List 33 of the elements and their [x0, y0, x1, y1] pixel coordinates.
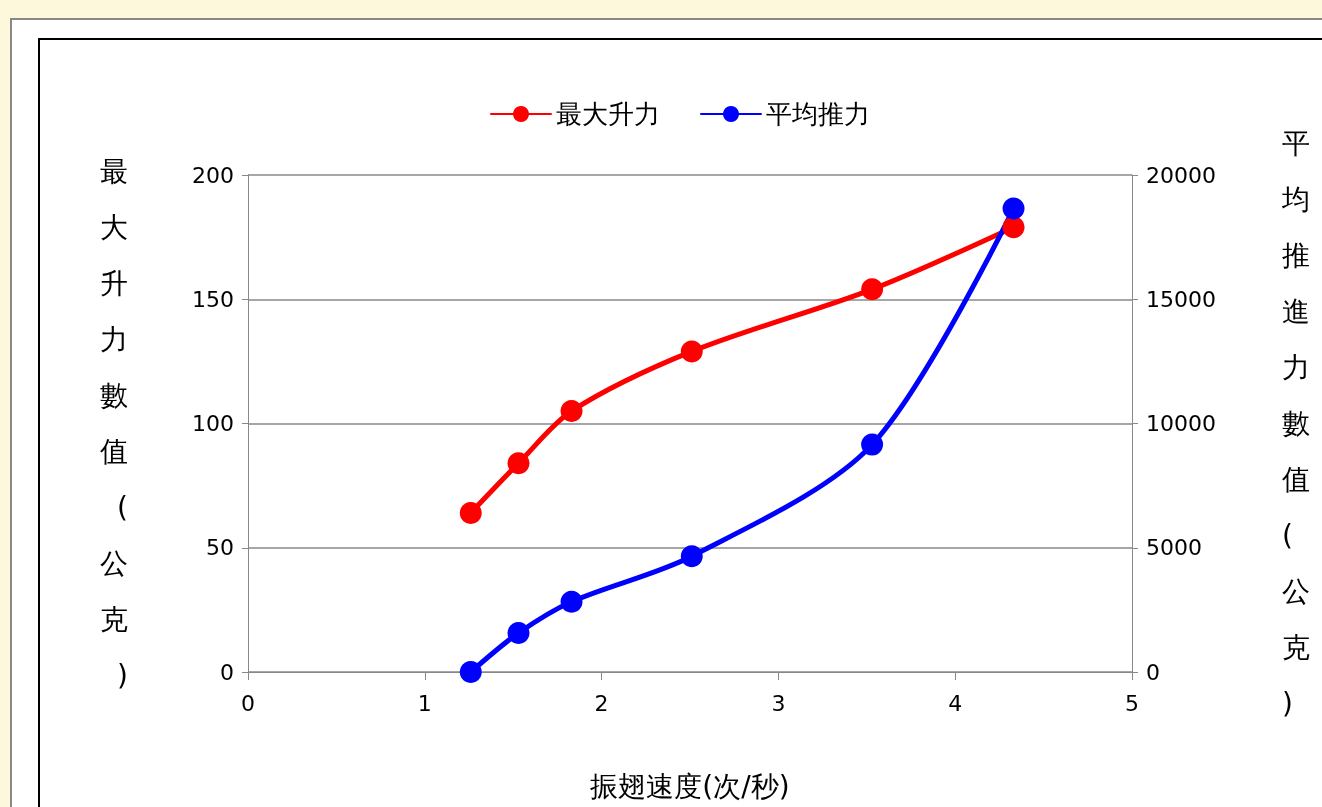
point [1002, 216, 1025, 239]
y-tick-label: 0 [220, 659, 234, 685]
point [680, 545, 703, 568]
point [861, 278, 884, 301]
point [680, 340, 703, 363]
y-tick-label: 50 [206, 535, 234, 561]
x-tick-label: 1 [417, 690, 432, 716]
x-tick-label: 3 [771, 690, 786, 716]
y2-tick-label: 0 [1146, 659, 1160, 685]
x-tick-label: 2 [594, 690, 609, 716]
point [861, 433, 884, 456]
point [459, 501, 482, 524]
text: 平均推進力數值(公克) [1282, 127, 1310, 720]
y-tick-label: 200 [192, 162, 234, 188]
point [560, 590, 583, 613]
point [507, 621, 530, 644]
point [560, 400, 583, 423]
point [459, 661, 482, 683]
y2-tick-label: 5000 [1146, 535, 1202, 561]
x-tick-label: 0 [241, 690, 255, 716]
y2-tick-label: 20000 [1146, 162, 1216, 188]
x-tick-label: 5 [1125, 690, 1139, 716]
point [1002, 197, 1025, 220]
y-tick-label: 150 [192, 286, 234, 312]
x-axis-title: 振翅速度(次/秒) [590, 769, 790, 803]
legend-label: 最大升力 [556, 99, 660, 129]
y2-tick-label: 15000 [1146, 286, 1216, 312]
y-tick-label: 100 [192, 411, 234, 436]
text: 最大升力數值(公克) [100, 155, 128, 692]
x-tick-label: 4 [948, 690, 963, 716]
legend-label: 平均推力 [766, 99, 870, 129]
y2-tick-label: 10000 [1146, 411, 1216, 436]
point [507, 452, 530, 475]
